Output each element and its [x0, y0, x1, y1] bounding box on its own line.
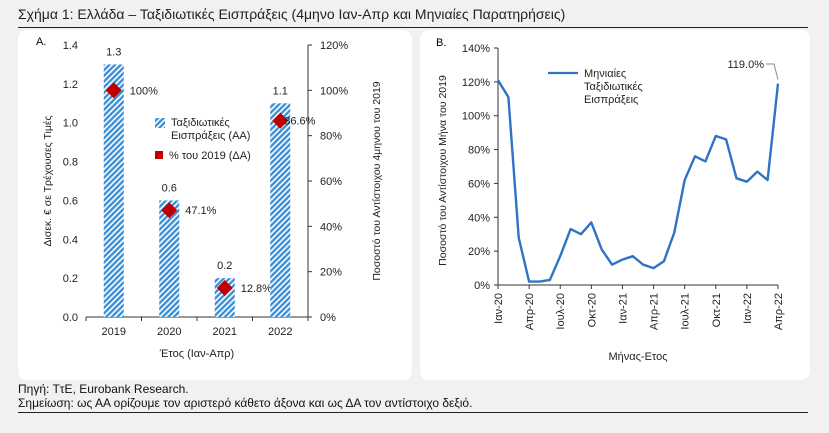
- left-y-tick-label: 1.4: [63, 40, 78, 52]
- x-tick-label: 2021: [213, 326, 237, 338]
- y-tick-label: 20%: [468, 246, 490, 258]
- left-y-tick-label: 1.2: [63, 79, 78, 91]
- y-tick-label: 0%: [474, 280, 490, 292]
- bar-2020: [159, 200, 180, 317]
- legend-marker-swatch: [155, 151, 163, 159]
- pct-label-2022: 86.6%: [284, 116, 315, 128]
- x-tick-label: Απρ-22: [773, 293, 785, 330]
- legend-label-2: Ταξιδιωτικές: [584, 81, 643, 93]
- left-y-tick-label: 1.0: [63, 118, 78, 130]
- bar-2019: [103, 64, 124, 317]
- right-y-tick-label: 20%: [320, 267, 342, 279]
- y-tick-label: 80%: [468, 145, 490, 157]
- x-tick-label: Οκτ-21: [711, 293, 723, 327]
- annotation-leader: [766, 63, 779, 80]
- panel-label-b: B.: [436, 37, 446, 49]
- x-tick-label: Ιαν-20: [493, 293, 505, 324]
- panel-b: B. 0% 20% 40% 60% 80% 100% 120% 140% Ιαν-20 Απρ-20…: [420, 30, 810, 380]
- x-axis-title: Έτος (Ιαν-Απρ): [159, 348, 234, 360]
- legend-label-1: Μηνιαίες: [584, 68, 626, 80]
- left-y-tick-label: 0.2: [63, 273, 78, 285]
- figure-title: Σχήμα 1: Ελλάδα – Ταξιδιωτικές Εισπράξει…: [18, 6, 566, 22]
- note-text: Σημείωση: ως ΑΑ ορίζουμε τον αριστερό κά…: [18, 396, 473, 410]
- right-y-tick-label: 40%: [320, 221, 342, 233]
- legend-bar-label-1: Ταξιδιωτικές: [171, 117, 230, 129]
- x-tick-label: Οκτ-20: [586, 293, 598, 327]
- annotation-label: 119.0%: [728, 59, 765, 71]
- pct-label-2021: 12.8%: [241, 283, 272, 295]
- x-tick-label: Ιαν-22: [742, 293, 754, 324]
- y-tick-label: 100%: [462, 111, 490, 123]
- y-tick-label: 60%: [468, 178, 490, 190]
- pct-marker-2022: [272, 112, 289, 129]
- x-tick-label: 2019: [102, 326, 126, 338]
- left-y-tick-label: 0.8: [63, 157, 78, 169]
- pct-label-2019: 100%: [130, 85, 158, 97]
- x-tick-label: Ιουλ-20: [555, 293, 567, 330]
- legend-marker-label: % του 2019 (ΔΑ): [169, 150, 251, 162]
- y-tick-label: 120%: [462, 77, 490, 89]
- bar-value-label-2022: 1.1: [273, 85, 288, 97]
- x-axis-title: Μήνας-Ετος: [608, 351, 667, 363]
- right-y-axis-title: Ποσοστό του Αντίστοιχου 4μηνου του 2019: [371, 81, 383, 280]
- x-tick-label: 2020: [157, 326, 181, 338]
- right-y-tick-label: 0%: [320, 312, 336, 324]
- series-line: [496, 79, 780, 283]
- y-axis-title: Ποσοστό του Αντίστοιχου Μήνα του 2019: [437, 75, 449, 266]
- pct-marker-2021: [216, 279, 233, 296]
- x-tick-label: Ιαν-21: [617, 293, 629, 324]
- legend-label-3: Εισπράξεις: [584, 94, 638, 106]
- x-tick-label: Ιουλ-21: [680, 293, 692, 330]
- bar-value-label-2020: 0.6: [162, 182, 177, 194]
- bar-2022: [270, 103, 291, 318]
- left-y-tick-label: 0.4: [63, 234, 78, 246]
- legend-bar-swatch: [155, 118, 165, 128]
- right-y-tick-label: 60%: [320, 176, 342, 188]
- x-tick-label: 2022: [268, 326, 292, 338]
- right-y-tick-label: 100%: [320, 85, 348, 97]
- pct-marker-2020: [161, 202, 178, 219]
- right-y-tick-label: 80%: [320, 131, 342, 143]
- legend-bar-label-2: Εισπράξεις (ΑΑ): [171, 130, 250, 142]
- pct-marker-2019: [105, 82, 122, 99]
- line-chart-svg: B. 0% 20% 40% 60% 80% 100% 120% 140% Ιαν-20 Απρ-20…: [436, 37, 785, 363]
- left-y-tick-label: 0.0: [63, 312, 78, 324]
- y-tick-label: 40%: [468, 212, 490, 224]
- pct-label-2020: 47.1%: [185, 205, 216, 217]
- y-tick-label: 140%: [462, 43, 490, 55]
- bar-value-label-2019: 1.3: [106, 46, 121, 58]
- x-tick-label: Απρ-20: [524, 293, 536, 330]
- panel-a: A. 0.0 0.2 0.4 0.6 0.8 1.0 1.2 1.4 0% 20% 40% 60% 80%…: [18, 30, 412, 380]
- bar-chart-svg: A. 0.0 0.2 0.4 0.6 0.8 1.0 1.2 1.4 0% 20% 40% 60% 80%…: [36, 36, 383, 360]
- panel-label-a: A.: [36, 36, 46, 48]
- left-y-axis-title: Δισεκ. € σε Τρέχουσες Τιμές: [42, 115, 54, 246]
- source-text: Πηγή: ΤτΕ, Eurobank Research.: [18, 382, 189, 396]
- right-y-tick-label: 120%: [320, 40, 348, 52]
- left-y-tick-label: 0.6: [63, 195, 78, 207]
- bar-value-label-2021: 0.2: [217, 260, 232, 272]
- x-tick-label: Απρ-21: [649, 293, 661, 330]
- footer-rule: [18, 412, 808, 413]
- title-rule: [18, 27, 808, 28]
